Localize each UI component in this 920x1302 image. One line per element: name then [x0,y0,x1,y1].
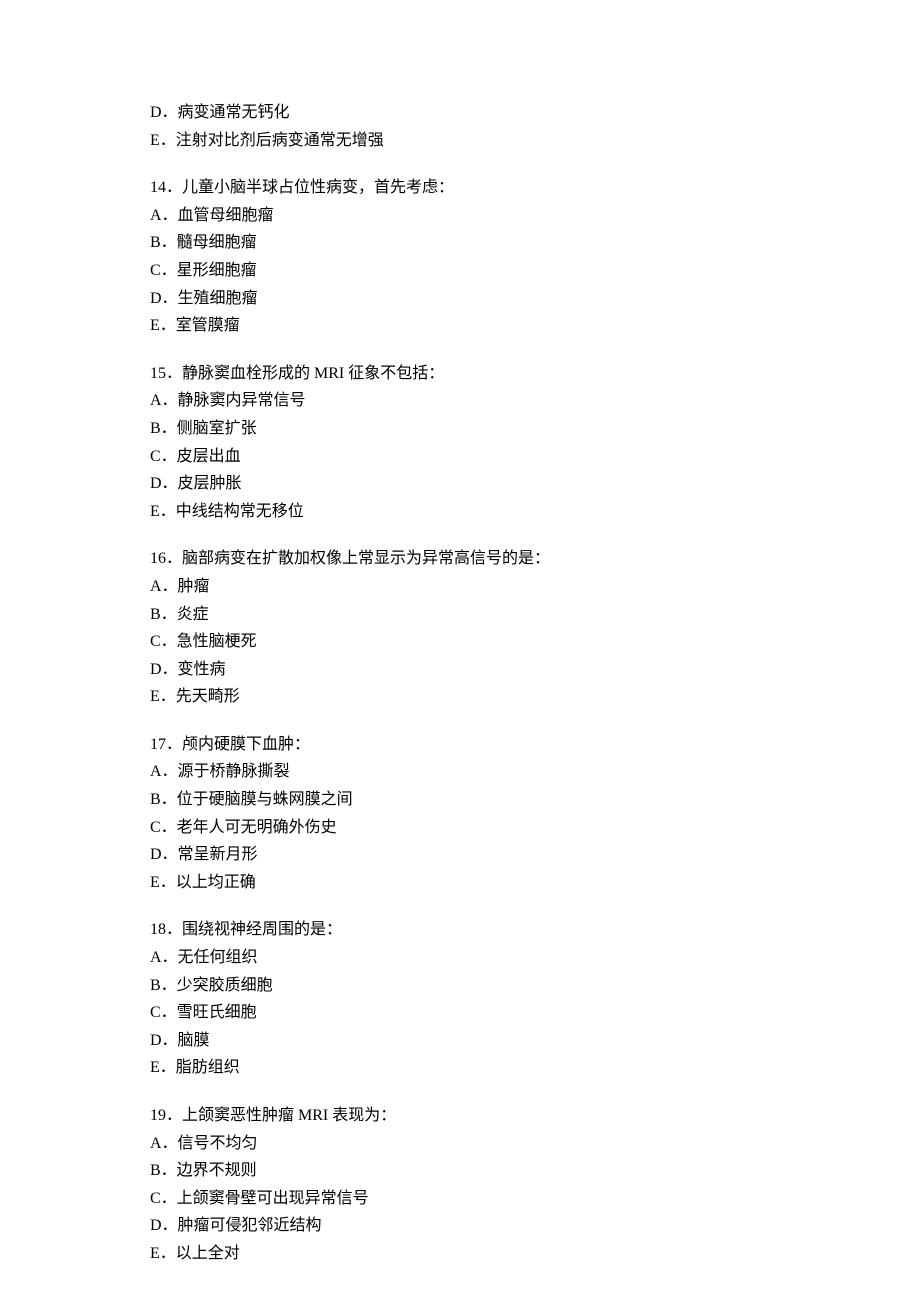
option-item: C．急性脑梗死 [150,629,770,655]
option-item: E．中线结构常无移位 [150,499,770,525]
option-item: C．雪旺氏细胞 [150,1000,770,1026]
option-item: D．病变通常无钙化 [150,100,770,126]
option-item: D．常呈新月形 [150,842,770,868]
option-item: A．源于桥静脉撕裂 [150,759,770,785]
option-item: A．静脉窦内异常信号 [150,388,770,414]
option-item: E．脂肪组织 [150,1055,770,1081]
option-item: D．变性病 [150,657,770,683]
question-text: 16．脑部病变在扩散加权像上常显示为异常高信号的是： [150,546,770,572]
option-item: D．肿瘤可侵犯邻近结构 [150,1213,770,1239]
question-block: 14．儿童小脑半球占位性病变，首先考虑：A．血管母细胞瘤B．髓母细胞瘤C．星形细… [150,175,770,339]
option-item: A．无任何组织 [150,945,770,971]
option-item: D．皮层肿胀 [150,471,770,497]
option-item: E．室管膜瘤 [150,313,770,339]
question-text: 14．儿童小脑半球占位性病变，首先考虑： [150,175,770,201]
question-text: 18．围绕视神经周围的是： [150,917,770,943]
question-block: 16．脑部病变在扩散加权像上常显示为异常高信号的是：A．肿瘤B．炎症C．急性脑梗… [150,546,770,710]
option-item: B．髓母细胞瘤 [150,230,770,256]
option-item: E．先天畸形 [150,684,770,710]
option-item: B．边界不规则 [150,1158,770,1184]
question-block: D．病变通常无钙化E．注射对比剂后病变通常无增强 [150,100,770,153]
question-block: 15．静脉窦血栓形成的 MRI 征象不包括：A．静脉窦内异常信号B．侧脑室扩张C… [150,361,770,525]
question-text: 17．颅内硬膜下血肿： [150,732,770,758]
option-item: D．生殖细胞瘤 [150,286,770,312]
question-block: 19．上颌窦恶性肿瘤 MRI 表现为：A．信号不均匀B．边界不规则C．上颌窦骨壁… [150,1103,770,1267]
option-item: B．炎症 [150,602,770,628]
document-content: D．病变通常无钙化E．注射对比剂后病变通常无增强 14．儿童小脑半球占位性病变，首… [150,100,770,1267]
option-item: A．肿瘤 [150,574,770,600]
option-item: A．血管母细胞瘤 [150,203,770,229]
option-item: B．侧脑室扩张 [150,416,770,442]
option-item: B．少突胶质细胞 [150,973,770,999]
option-item: C．星形细胞瘤 [150,258,770,284]
question-block: 18．围绕视神经周围的是：A．无任何组织B．少突胶质细胞C．雪旺氏细胞D．脑膜E… [150,917,770,1081]
question-text: 19．上颌窦恶性肿瘤 MRI 表现为： [150,1103,770,1129]
question-text: 15．静脉窦血栓形成的 MRI 征象不包括： [150,361,770,387]
question-block: 17．颅内硬膜下血肿：A．源于桥静脉撕裂B．位于硬脑膜与蛛网膜之间C．老年人可无… [150,732,770,896]
option-item: C．皮层出血 [150,444,770,470]
option-item: E．注射对比剂后病变通常无增强 [150,128,770,154]
option-item: A．信号不均匀 [150,1131,770,1157]
option-item: C．老年人可无明确外伤史 [150,815,770,841]
option-item: E．以上均正确 [150,870,770,896]
option-item: E．以上全对 [150,1241,770,1267]
option-item: C．上颌窦骨壁可出现异常信号 [150,1186,770,1212]
option-item: B．位于硬脑膜与蛛网膜之间 [150,787,770,813]
option-item: D．脑膜 [150,1028,770,1054]
